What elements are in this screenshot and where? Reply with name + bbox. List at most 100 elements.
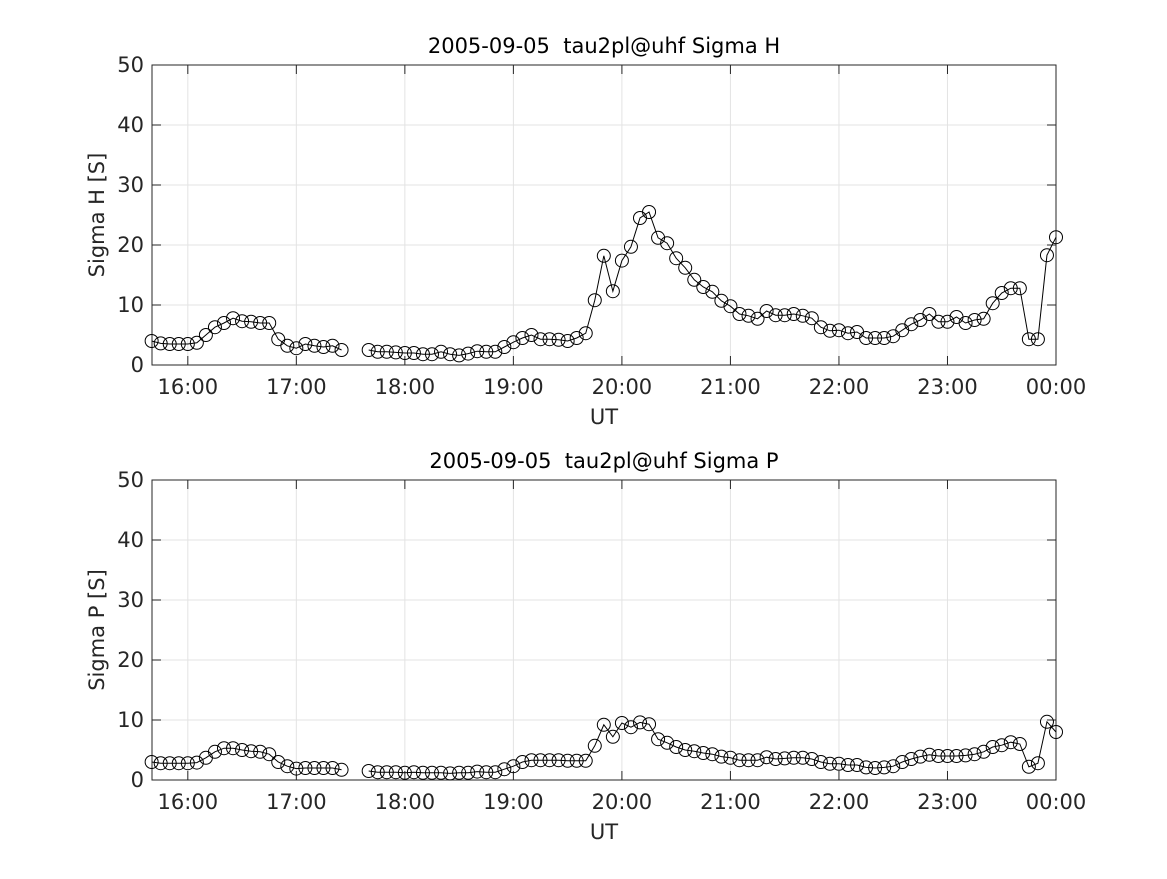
data-point <box>334 343 349 357</box>
data-point <box>596 248 611 263</box>
data-point <box>696 746 711 760</box>
data-point <box>931 314 946 329</box>
data-point <box>795 750 810 765</box>
data-point <box>415 765 430 780</box>
data-point <box>714 293 729 308</box>
data-point <box>904 752 919 766</box>
data-point <box>868 761 883 775</box>
x-tick-label: 19:00 <box>483 790 544 814</box>
subplot: 0 10 20 30 40 50 16:00 17:00 18:00 19:00 20:00 21:0… <box>85 34 1086 429</box>
data-point <box>226 741 241 756</box>
data-point <box>470 344 485 359</box>
data-point <box>361 764 376 778</box>
data-point <box>452 348 467 363</box>
data-point <box>271 755 286 769</box>
y-tick-label: 0 <box>131 353 144 377</box>
data-point <box>533 753 548 768</box>
subplot: 0 10 20 30 40 50 16:00 17:00 18:00 19:00 20:00 21:0… <box>85 449 1086 844</box>
x-tick-label: 18:00 <box>375 790 436 814</box>
data-point <box>524 753 539 768</box>
data-point <box>379 765 394 780</box>
data-point <box>162 337 177 351</box>
data-point <box>144 755 159 769</box>
data-point <box>994 286 1009 300</box>
data-point <box>660 735 675 750</box>
data-point <box>262 747 277 762</box>
data-point <box>325 761 340 775</box>
data-point <box>813 755 828 769</box>
data-point <box>985 296 1000 311</box>
data-point <box>678 743 693 757</box>
data-point <box>298 337 313 351</box>
data-point <box>542 753 557 768</box>
data-point <box>714 749 729 764</box>
data-point <box>397 765 412 780</box>
data-point <box>370 344 385 359</box>
data-point <box>388 765 403 780</box>
axes-frame <box>151 64 1057 366</box>
data-point <box>415 347 430 362</box>
data-point <box>1003 281 1018 296</box>
data-point <box>1039 714 1054 729</box>
y-axis-label: Sigma H [S] <box>85 153 109 278</box>
data-point <box>144 334 159 348</box>
data-point <box>614 253 629 268</box>
data-point <box>705 747 720 762</box>
data-point <box>1039 248 1054 263</box>
data-point <box>162 756 177 771</box>
data-point <box>976 744 991 759</box>
data-point <box>443 766 458 781</box>
data-point <box>497 340 512 354</box>
data-point <box>886 759 901 774</box>
data-point <box>687 272 702 287</box>
data-point <box>804 752 819 766</box>
data-point <box>289 761 304 776</box>
data-point <box>244 314 259 329</box>
data-point <box>497 762 512 777</box>
data-point <box>153 336 168 351</box>
data-point <box>651 732 666 747</box>
data-point <box>931 749 946 763</box>
data-point <box>660 236 675 251</box>
data-point <box>153 756 168 771</box>
data-point <box>596 717 611 732</box>
y-tick-label: 40 <box>117 113 144 137</box>
data-point <box>262 316 277 330</box>
data-point <box>533 332 548 347</box>
x-tick-label: 00:00 <box>1026 375 1087 399</box>
data-point <box>967 747 982 762</box>
data-point <box>406 346 421 360</box>
data-point <box>1012 737 1027 751</box>
data-point <box>669 740 684 754</box>
data-point <box>189 335 204 350</box>
data-point <box>723 299 738 314</box>
data-point <box>434 765 449 780</box>
data-point <box>551 332 566 347</box>
data-point <box>171 756 186 771</box>
data-point <box>461 346 476 361</box>
data-point <box>488 765 503 780</box>
data-point <box>569 753 584 768</box>
data-point <box>397 346 412 360</box>
data-point <box>578 753 593 768</box>
data-point <box>253 316 268 330</box>
data-point <box>452 765 467 780</box>
x-tick-label: 00:00 <box>1026 790 1087 814</box>
x-tick-label: 21:00 <box>700 790 761 814</box>
data-point <box>687 744 702 759</box>
data-point <box>913 749 928 764</box>
data-point <box>786 307 801 321</box>
data-point <box>822 323 837 338</box>
data-point <box>307 761 322 775</box>
data-point <box>180 337 195 351</box>
data-point <box>877 331 892 345</box>
data-point <box>443 347 458 362</box>
data-point <box>316 340 331 354</box>
data-point <box>840 326 855 341</box>
data-point <box>524 328 539 342</box>
axes-frame <box>151 479 1057 781</box>
y-tick-label: 30 <box>117 173 144 197</box>
data-point <box>506 759 521 774</box>
data-point <box>605 729 620 744</box>
data-point <box>1030 756 1045 771</box>
